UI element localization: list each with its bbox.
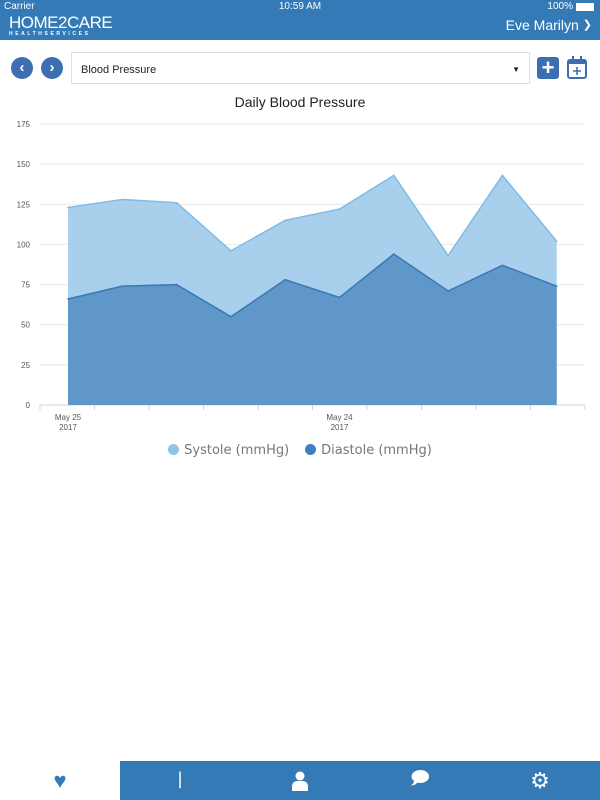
data-point [67,298,69,300]
tab-messages[interactable]: 🗩 [360,761,480,800]
chevron-down-icon: ❯ [582,19,592,31]
y-tick-label: 50 [21,321,30,330]
y-tick-label: 175 [17,120,31,129]
chevron-left-icon: ‹ [19,59,25,76]
tab-settings[interactable]: ⚙ [480,761,600,800]
y-tick-label: 25 [21,361,30,370]
chart-legend: Systole (mmHg) Diastole (mmHg) [0,443,600,458]
legend-dot [305,444,317,455]
x-tick-label-year: 2017 [59,423,77,432]
data-point [121,285,124,287]
y-tick-label: 0 [26,401,31,410]
data-point [555,240,558,243]
x-tick-label: May 25 [55,413,82,422]
legend-diastole[interactable]: Diastole (mmHg) [305,443,432,458]
data-point [501,174,504,177]
logo: HOME2CARE HEALTHSERVICES [9,13,113,37]
y-tick-label: 125 [17,200,31,209]
gear-icon: ⚙ [530,767,550,793]
next-button[interactable]: › [41,57,63,79]
caret-down-icon: ▼ [512,65,520,74]
bottom-nav: ♥ ᛁ 🗩 ⚙ [0,761,600,800]
chevron-right-icon: › [49,59,55,76]
area-diastole [68,254,557,405]
user-name: Eve Marilyn [505,17,579,33]
user-icon [292,771,308,791]
data-point [447,254,449,257]
logo-main: HOME2CARE [9,13,113,32]
top-bar: Carrier 10:59 AM 100% HOME2CARE HEALTHSE… [0,0,600,40]
line-diastole [67,253,557,318]
legend-label: Systole (mmHg) [184,443,290,458]
logo-sub: HEALTHSERVICES [9,31,91,37]
legend-systole[interactable]: Systole (mmHg) [168,443,289,458]
measure-select-value: Blood Pressure [81,64,157,76]
tab-profile[interactable] [240,761,360,800]
data-point [284,219,287,222]
data-point [284,278,287,281]
measure-select[interactable]: Blood Pressure ▼ [71,52,530,84]
x-tick-label: May 24 [326,413,353,422]
data-point [447,290,449,292]
x-tick-label-year: 2017 [331,423,349,432]
data-point [393,253,395,255]
status-battery: 100% [547,1,594,12]
data-point [393,174,395,177]
data-point [338,208,341,210]
y-tick-label: 75 [21,281,30,290]
data-point [175,201,178,204]
y-tick-label: 150 [17,160,31,169]
data-point [338,296,341,299]
data-point [501,264,504,267]
heart-pulse-icon: ♥ [53,767,67,793]
tab-bluetooth[interactable]: ᛁ [120,761,240,800]
data-point [67,206,69,209]
data-point [230,315,232,318]
y-tick-label: 100 [17,240,31,249]
battery-percent: 100% [547,1,573,12]
add-button[interactable]: + [537,57,559,79]
bluetooth-icon: ᛁ [174,770,186,790]
tab-heart-rate[interactable]: ♥ [0,761,120,800]
status-time: 10:59 AM [278,1,322,12]
plus-icon: + [541,55,555,80]
previous-button[interactable]: ‹ [11,57,33,79]
data-point [230,250,232,252]
data-point [121,198,124,201]
data-point [555,285,558,287]
chart-title: Daily Blood Pressure [234,94,366,110]
calendar-add-icon[interactable] [567,56,587,79]
comments-icon: 🗩 [410,767,430,788]
user-menu[interactable]: Eve Marilyn ❯ [506,17,592,33]
legend-label: Diastole (mmHg) [321,443,432,458]
line-systole [67,174,558,258]
data-point [175,283,178,286]
legend-dot [168,444,180,455]
battery-icon [576,2,594,11]
toolbar: ‹ › Blood Pressure ▼ + [0,52,600,84]
status-carrier: Carrier [4,1,35,12]
